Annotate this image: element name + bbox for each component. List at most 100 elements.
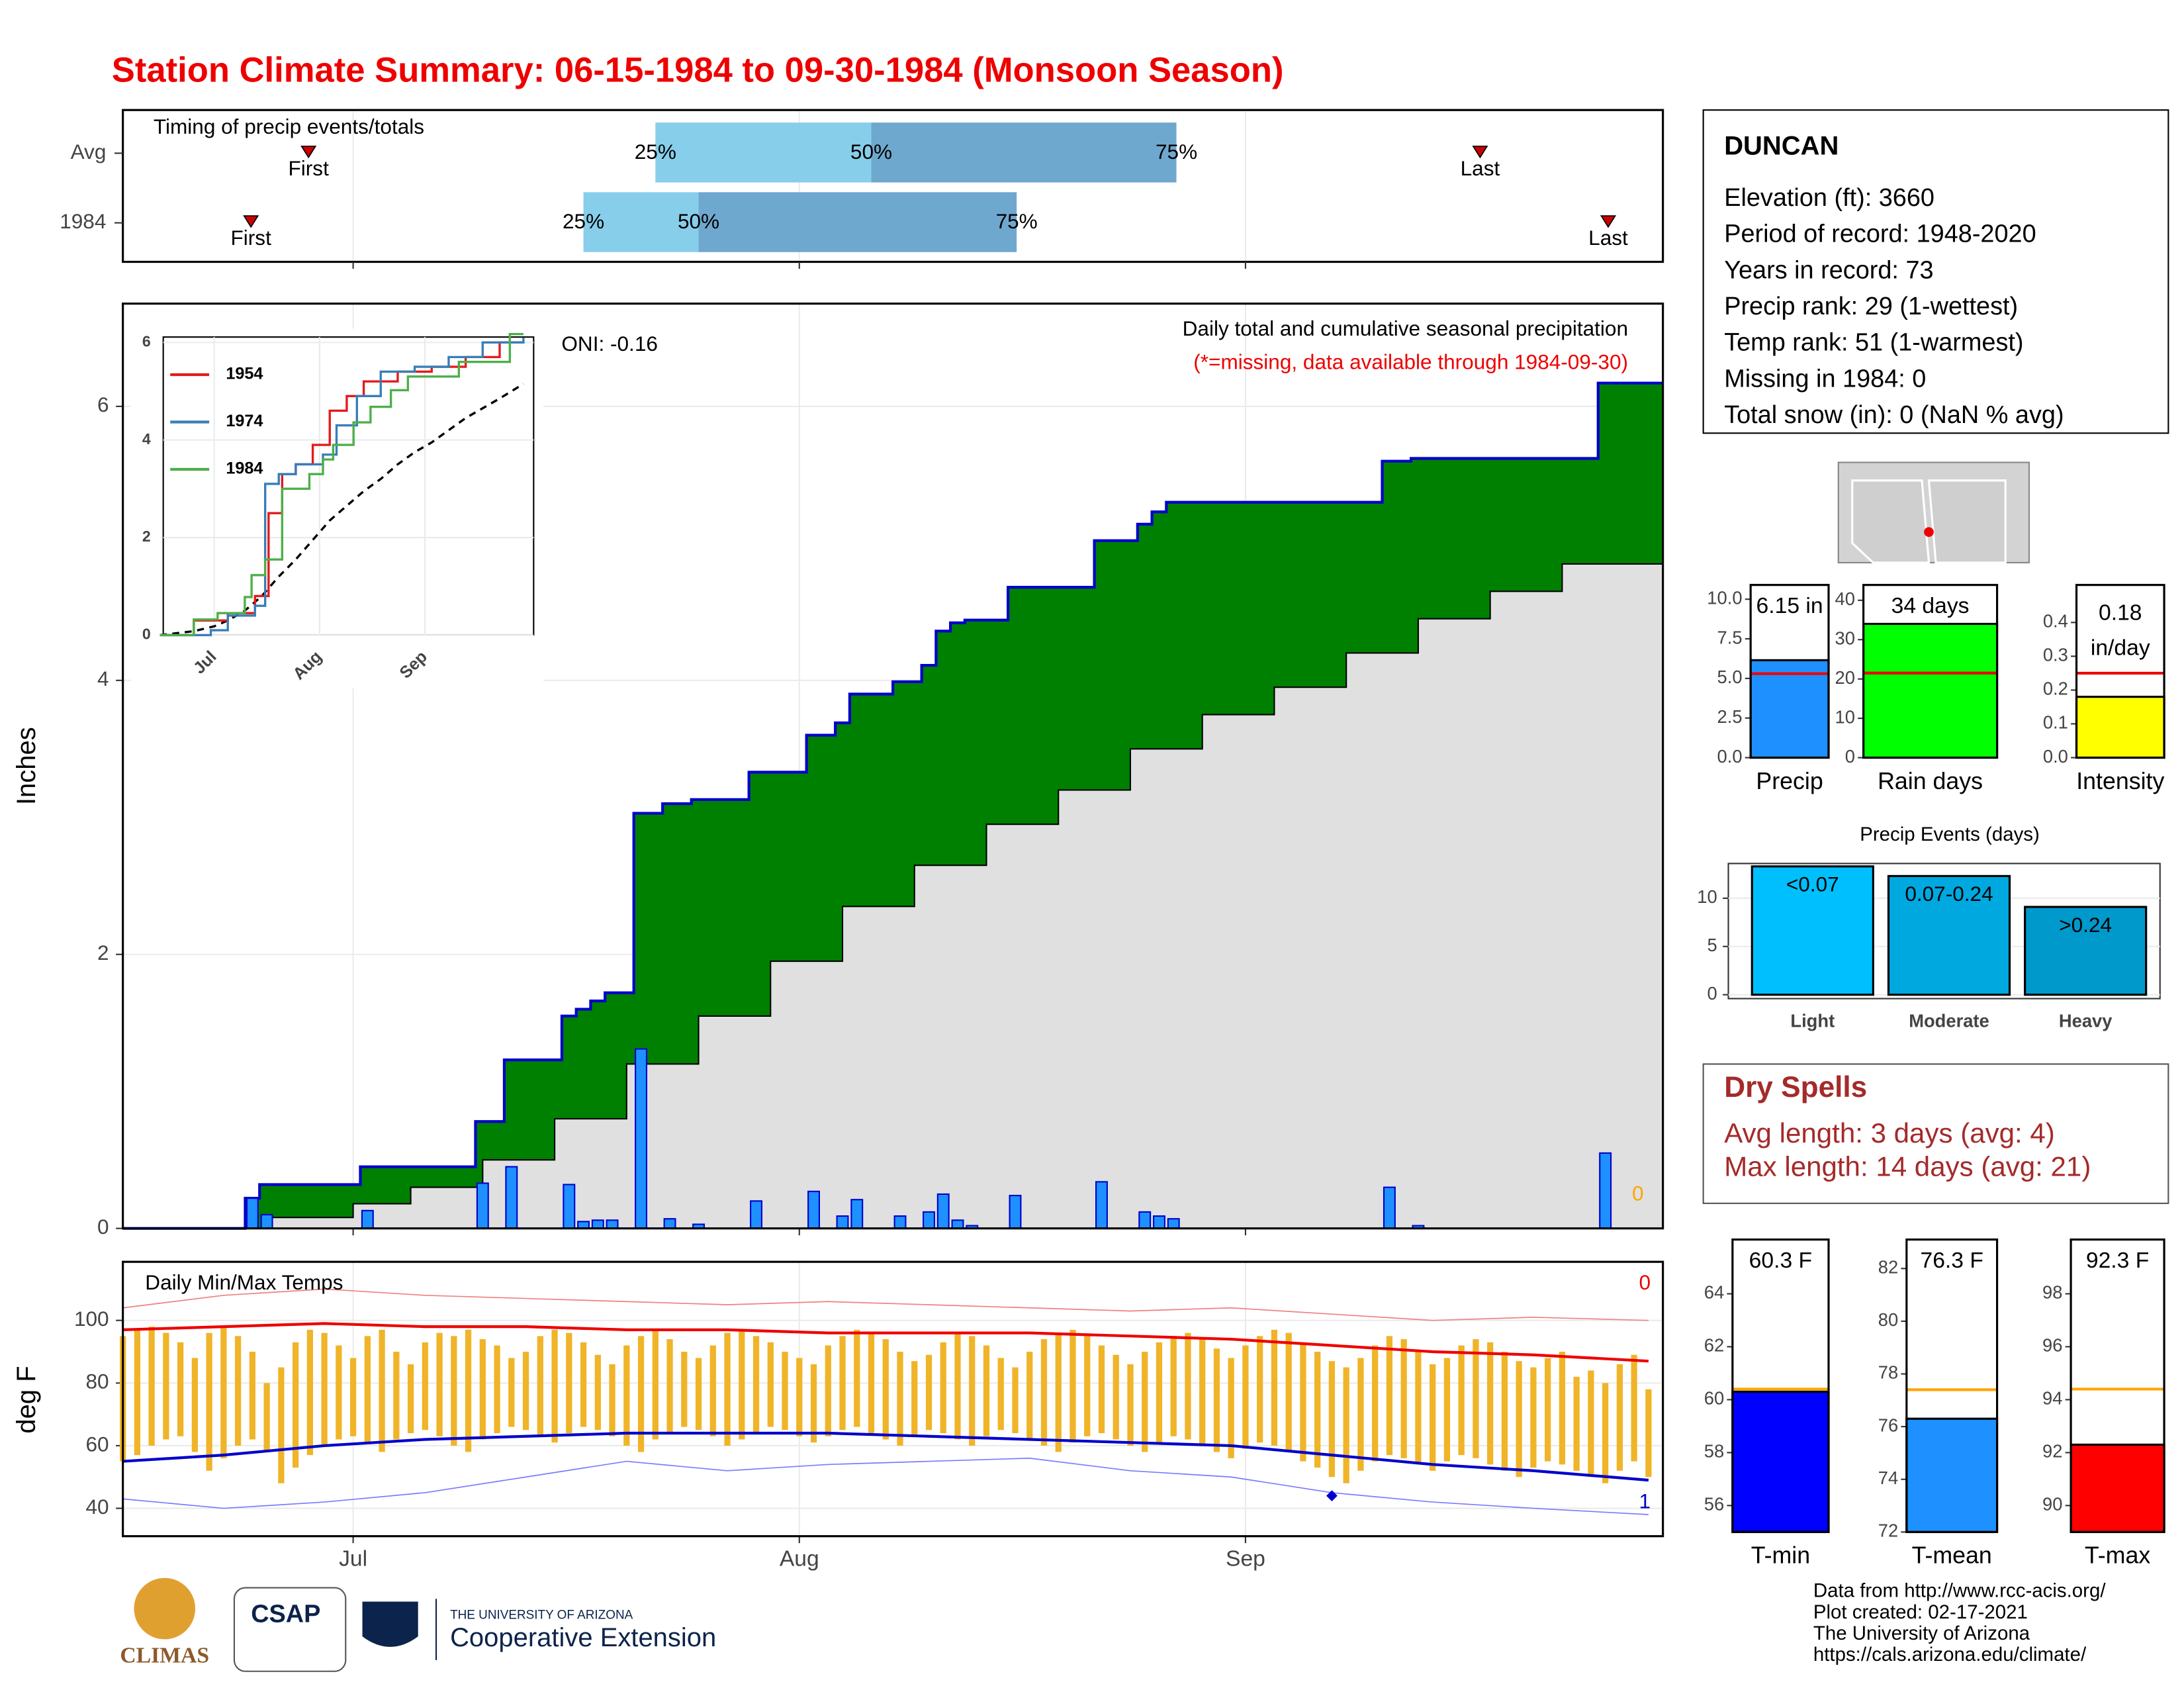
y-tick-label: 60 xyxy=(86,1432,109,1456)
oni-label: ONI: -0.16 xyxy=(561,332,658,355)
temp-range-bar xyxy=(1473,1339,1479,1458)
mini-border xyxy=(2070,1238,2165,1533)
temp-range-bar xyxy=(451,1336,457,1446)
events-title: Precip Events (days) xyxy=(1860,823,2040,845)
logos xyxy=(134,1577,437,1672)
credit-line: The University of Arizona xyxy=(1813,1622,2030,1644)
temp-range-bar xyxy=(652,1329,659,1440)
x-tick-label: Sep xyxy=(1226,1546,1265,1571)
category-label: Rain days xyxy=(1878,768,1983,794)
bin-label: >0.24 xyxy=(2059,913,2112,937)
x-tick-label: Jul xyxy=(339,1546,367,1571)
temp-range-bar xyxy=(1300,1342,1306,1462)
category-label: T-mean xyxy=(1912,1542,1992,1569)
temp-range-bar xyxy=(163,1333,169,1440)
quartile-bar xyxy=(583,192,699,252)
y-axis-label: Inches xyxy=(12,727,41,805)
quartile-bar xyxy=(655,122,872,183)
temp-range-bar xyxy=(522,1351,529,1430)
category-label: T-max xyxy=(2085,1542,2150,1569)
temp-range-bar xyxy=(1631,1354,1637,1462)
temp-range-bar xyxy=(1516,1361,1522,1477)
y-tick-label: 0.3 xyxy=(2043,645,2068,665)
y-tick-label: 82 xyxy=(1878,1257,1898,1278)
temp-range-bar xyxy=(1343,1367,1349,1483)
y-tick-label: 56 xyxy=(1704,1494,1724,1515)
precip-bar xyxy=(1167,1218,1180,1229)
unit-label: in/day xyxy=(2091,635,2150,660)
mini-bar xyxy=(2070,1443,2165,1533)
record-point xyxy=(1326,1490,1338,1502)
temp-range-bar xyxy=(1386,1336,1393,1456)
y-tick-label: 0 xyxy=(1845,746,1855,767)
temp-range-bar xyxy=(148,1327,155,1446)
logo-text: CLIMAS xyxy=(120,1643,209,1667)
y-tick-label: 80 xyxy=(1878,1309,1898,1330)
temp-range-bar xyxy=(465,1329,472,1452)
temp-range-bar xyxy=(1228,1358,1234,1458)
precip-bar xyxy=(1599,1152,1612,1229)
value-label: 92.3 F xyxy=(2086,1248,2149,1273)
mini-bar xyxy=(1862,622,1999,759)
inset-y-tick-label: 2 xyxy=(142,528,151,545)
y-tick-label: 0 xyxy=(1707,983,1717,1004)
temp-range-bar xyxy=(1357,1358,1364,1471)
temp-range-bar xyxy=(1271,1329,1278,1446)
temp-range-bar xyxy=(1487,1342,1494,1465)
temp-range-bar xyxy=(868,1333,875,1434)
y-tick-label: 98 xyxy=(2042,1282,2062,1303)
mini-border xyxy=(2075,584,2165,759)
y-tick-label: 10 xyxy=(1697,886,1717,907)
y-tick-label: 6 xyxy=(97,393,109,416)
precip-bar xyxy=(246,1197,259,1229)
station-box xyxy=(1702,109,2169,434)
temp-title: Daily Min/Max Temps xyxy=(145,1270,343,1294)
station-name: DUNCAN xyxy=(1724,132,1839,161)
y-tick-label: 10.0 xyxy=(1707,587,1742,608)
precip-bar xyxy=(750,1200,763,1229)
mini-bar xyxy=(2075,696,2165,759)
temp-range-bar xyxy=(609,1364,615,1436)
temp-range-bar xyxy=(234,1336,242,1446)
precip-bar xyxy=(893,1215,907,1229)
event-label: First xyxy=(289,156,330,180)
map-state xyxy=(1927,479,2007,564)
temp-range-bar xyxy=(379,1329,385,1452)
record-high-line xyxy=(122,1288,1649,1321)
inset-y-tick-label: 4 xyxy=(142,430,151,447)
y-tick-label: 60 xyxy=(1704,1388,1724,1409)
legend-label: 1954 xyxy=(226,365,263,383)
temp-range-bar xyxy=(1012,1367,1019,1434)
precip-bar xyxy=(1095,1181,1108,1229)
precip-bar xyxy=(361,1209,374,1229)
panel-border xyxy=(122,303,1664,1230)
category-label: Moderate xyxy=(1909,1011,1989,1031)
event-marker xyxy=(1472,146,1488,159)
precip-bar xyxy=(1383,1186,1396,1229)
y-tick-label: 5.0 xyxy=(1717,667,1743,687)
y-tick-label: 80 xyxy=(86,1370,109,1393)
inset-line xyxy=(159,337,525,637)
temp-range-bar xyxy=(1559,1351,1566,1465)
temp-range-bar xyxy=(752,1336,760,1434)
station-line: Period of record: 1948-2020 xyxy=(1724,220,2036,248)
temp-range-bar xyxy=(278,1367,285,1483)
temp-range-bar xyxy=(782,1351,788,1430)
temp-range-bar xyxy=(494,1345,500,1434)
temp-range-bar xyxy=(940,1342,946,1434)
inset-average-line xyxy=(159,383,524,637)
inset-y-tick-label: 6 xyxy=(142,332,151,350)
station-line: Total snow (in): 0 (NaN % avg) xyxy=(1724,401,2064,429)
temp-range-bar xyxy=(306,1329,313,1456)
temp-range-bar xyxy=(1314,1351,1321,1468)
quartile-label: 75% xyxy=(996,209,1038,233)
y-tick-label: 92 xyxy=(2042,1441,2062,1462)
event-label: First xyxy=(231,226,272,250)
y-tick-label: 62 xyxy=(1704,1335,1724,1356)
y-tick-label: 7.5 xyxy=(1717,627,1743,647)
dry-spells-box xyxy=(1702,1063,2169,1204)
y-tick-label: 20 xyxy=(1835,667,1855,688)
temp-range-bar xyxy=(1199,1339,1206,1446)
temp-range-bar xyxy=(1430,1364,1436,1471)
precip-bar xyxy=(836,1215,849,1229)
